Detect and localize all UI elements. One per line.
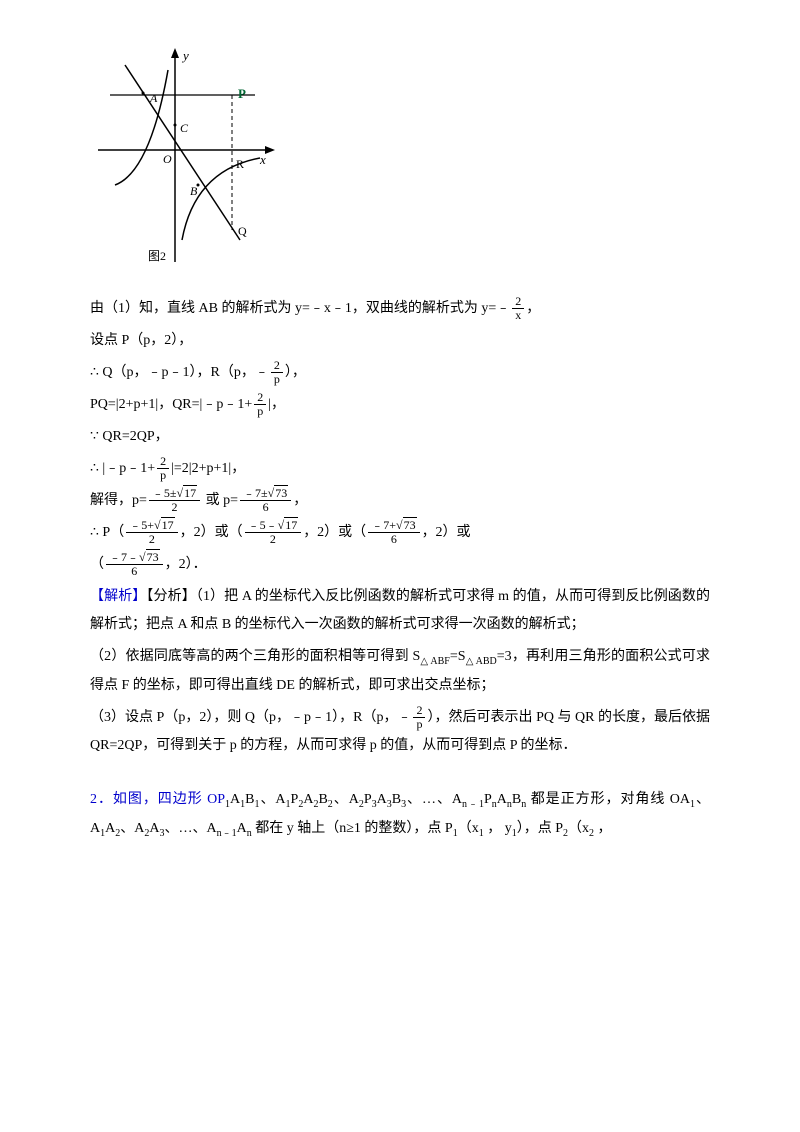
- analysis-2: （2）依据同底等高的两个三角形的面积相等可得到 S△ ABF=S△ ABD=3，…: [90, 643, 710, 700]
- text-line-8: ∴ P（﹣5+√172，2）或（﹣5﹣√172，2）或（﹣7+√736，2）或: [90, 519, 710, 547]
- graph-svg: y x O A P C R B Q 图2: [90, 40, 280, 270]
- text-line-1: 由（1）知，直线 AB 的解析式为 y=﹣x﹣1，双曲线的解析式为 y=﹣2x，: [90, 295, 710, 323]
- text-line-6: ∴ |﹣p﹣1+2p|=2|2+p+1|，: [90, 455, 710, 483]
- analysis-label: 【解析】: [90, 589, 146, 604]
- svg-text:B: B: [190, 184, 198, 198]
- text-line-3: ∴ Q（p，﹣p﹣1），R（p，﹣2p），: [90, 359, 710, 387]
- text-line-5: ∵ QR=2QP，: [90, 423, 710, 451]
- analysis-3: （3）设点 P（p，2），则 Q（p，﹣p﹣1），R（p，﹣2p），然后可表示出…: [90, 704, 710, 760]
- text-line-7: 解得，p=﹣5±√172 或 p=﹣7±√736，: [90, 487, 710, 515]
- svg-text:P: P: [238, 86, 246, 101]
- svg-text:C: C: [180, 121, 189, 135]
- svg-text:Q: Q: [238, 224, 247, 238]
- svg-text:R: R: [236, 157, 244, 171]
- svg-text:O: O: [163, 152, 172, 166]
- figure-container: y x O A P C R B Q 图2: [90, 40, 710, 275]
- svg-text:x: x: [259, 152, 266, 167]
- page-content: y x O A P C R B Q 图2 由（1）知，直线 AB 的解析式为 y…: [0, 0, 800, 887]
- question-2: 2．如图，四边形 OP1A1B1、A1P2A2B2、A2P3A3B3、…、An﹣…: [90, 786, 710, 844]
- text-line-9: （﹣7﹣√736，2）．: [90, 551, 710, 579]
- svg-text:y: y: [181, 48, 189, 63]
- analysis-block: 【解析】【分析】（1）把 A 的坐标代入反比例函数的解析式可求得 m 的值，从而…: [90, 583, 710, 639]
- svg-text:图2: 图2: [148, 249, 166, 263]
- svg-text:A: A: [149, 91, 158, 105]
- text-line-4: PQ=|2+p+1|，QR=|﹣p﹣1+2p|，: [90, 391, 710, 419]
- text-line-2: 设点 P（p，2），: [90, 327, 710, 355]
